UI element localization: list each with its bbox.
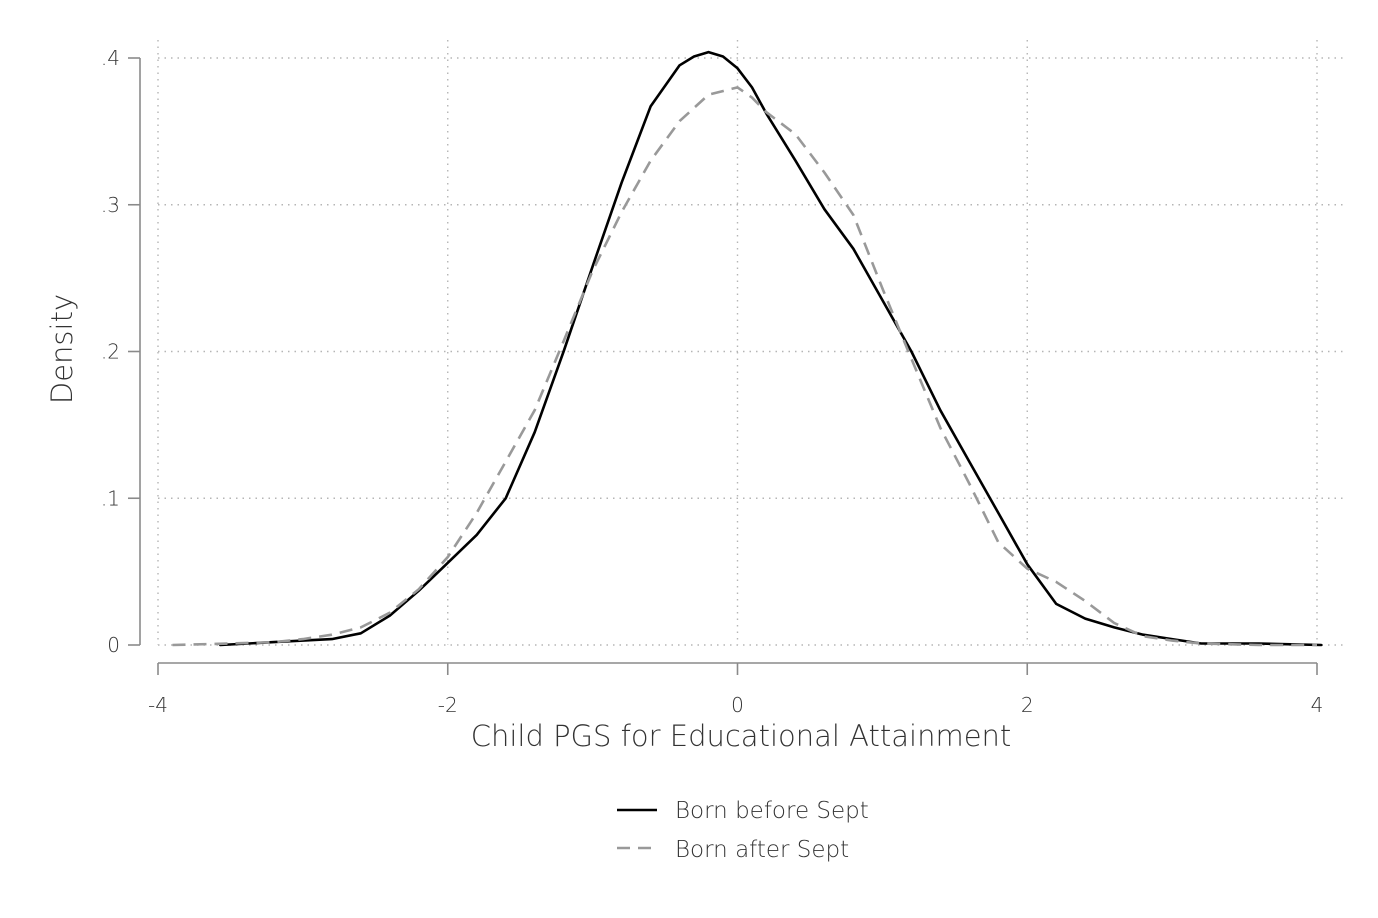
y-tick-label-4: .4 <box>101 46 120 70</box>
legend-label-born-before: Born before Sept <box>675 798 869 824</box>
y-tick-label-1: .1 <box>101 486 120 510</box>
y-tick-label-2: .2 <box>101 340 120 364</box>
legend: Born before Sept Born after Sept <box>617 798 869 863</box>
grid-lines <box>157 40 1345 646</box>
axes: -4 -2 0 2 4 0 .1 .2 .3 .4 <box>101 46 1323 717</box>
series-line-born-after <box>172 86 1317 647</box>
x-tick-label-3: 2 <box>1021 693 1034 717</box>
y-tick-label-0: 0 <box>107 633 120 657</box>
legend-label-born-after: Born after Sept <box>675 837 849 863</box>
y-axis-title: Density <box>45 294 79 404</box>
x-tick-label-2: 0 <box>731 693 744 717</box>
series-line-born-before <box>219 50 1323 647</box>
x-axis-title: Child PGS for Educational Attainment <box>471 719 1012 753</box>
x-tick-label-1: -2 <box>438 693 458 717</box>
series-layer <box>172 50 1323 647</box>
x-tick-label-4: 4 <box>1311 693 1324 717</box>
y-tick-label-3: .3 <box>101 193 120 217</box>
x-tick-label-0: -4 <box>148 693 168 717</box>
